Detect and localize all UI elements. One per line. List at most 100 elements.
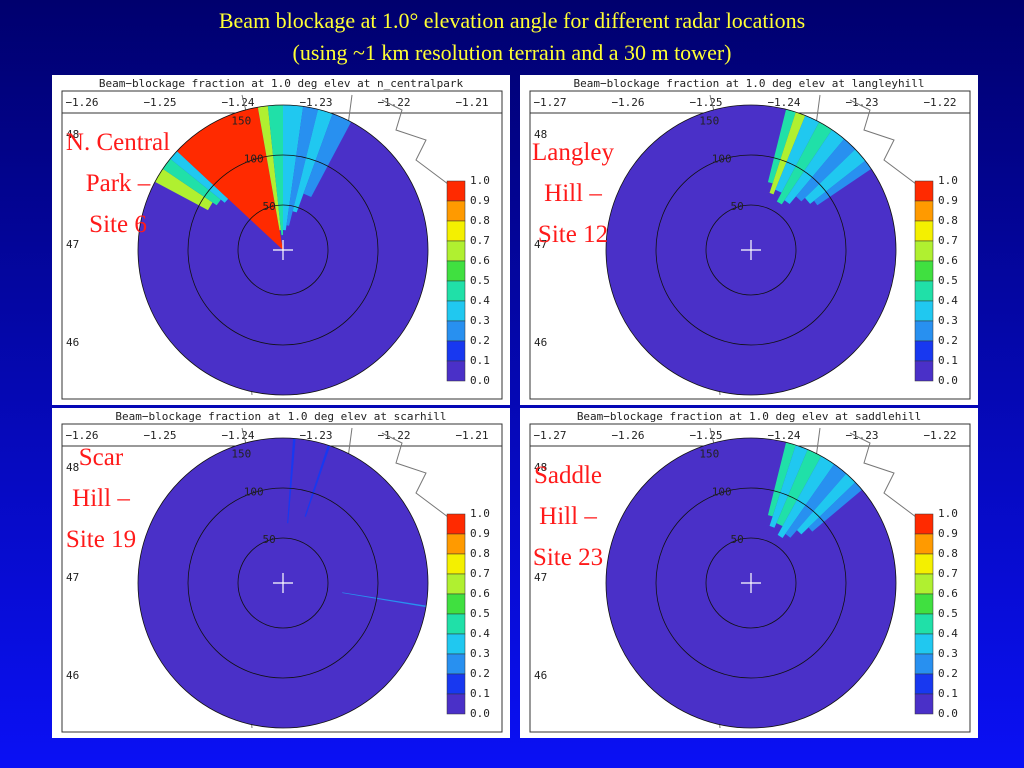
colorbar-box: [446, 613, 466, 635]
colorbar-box: [446, 220, 466, 242]
plot-title: Beam−blockage fraction at 1.0 deg elev a…: [99, 77, 464, 90]
blockage-wedge: [777, 456, 835, 538]
lat-label: 46: [66, 669, 79, 682]
lat-label: 47: [66, 238, 79, 251]
slide-subtitle: (using ~1 km resolution terrain and a 30…: [292, 40, 732, 65]
range-ring: [605, 104, 897, 396]
colorbar-label: 0.2: [470, 334, 490, 347]
map-panel: Beam−blockage fraction at 1.0 deg elev a…: [520, 408, 978, 738]
site-label-line: Hill –: [72, 485, 130, 512]
lon-label: −1.25: [689, 429, 722, 442]
colorbar-box: [446, 340, 466, 362]
range-ring: [705, 537, 797, 629]
plot-frame: [529, 423, 971, 733]
colorbar-box: [446, 300, 466, 322]
colorbar-label: 0.4: [938, 294, 958, 307]
blockage-wedge: [176, 107, 283, 250]
blockage-wedge: [257, 105, 281, 231]
colorbar-label: 0.6: [470, 587, 490, 600]
colorbar-box: [914, 693, 934, 715]
colorbar-box: [914, 573, 934, 595]
lon-label: −1.24: [767, 96, 800, 109]
blockage-wedge: [342, 592, 427, 608]
lat-label: 47: [66, 571, 79, 584]
map-panel: Beam−blockage fraction at 1.0 deg elev a…: [52, 408, 510, 738]
blockage-wedge: [776, 449, 822, 527]
colorbar-box: [446, 240, 466, 262]
colorbar-label: 0.0: [938, 707, 958, 720]
colorbar-box: [446, 260, 466, 282]
colorbar-label: 0.5: [470, 274, 490, 287]
plot-title: Beam−blockage fraction at 1.0 deg elev a…: [577, 410, 921, 423]
blockage-wedge: [303, 113, 352, 198]
site-label-line: Park –: [85, 170, 151, 197]
map-panel: Beam−blockage fraction at 1.0 deg elev a…: [520, 75, 978, 405]
range-ring: [655, 154, 847, 346]
blockage-wedge: [796, 473, 856, 535]
lon-label: −1.27: [533, 96, 566, 109]
lon-label: −1.24: [221, 96, 254, 109]
slide-title: Beam blockage at 1.0° elevation angle fo…: [218, 8, 806, 33]
colorbar-label: 0.0: [470, 707, 490, 720]
lat-label: 48: [534, 461, 547, 474]
colorbar-label: 1.0: [938, 507, 958, 520]
ring-label: 50: [730, 200, 743, 213]
colorbar-label: 0.2: [938, 334, 958, 347]
colorbar-label: 1.0: [938, 174, 958, 187]
ring-label: 50: [730, 533, 743, 546]
range-ring: [137, 437, 429, 729]
range-ring: [237, 204, 329, 296]
colorbar-label: 0.0: [938, 374, 958, 387]
colorbar-label: 0.7: [470, 567, 490, 580]
ring-label: 100: [244, 153, 264, 166]
lon-label: −1.23: [299, 429, 332, 442]
lon-label: −1.26: [65, 96, 98, 109]
colorbar-box: [446, 180, 466, 202]
colorbar-label: 0.7: [470, 234, 490, 247]
range-ring: [605, 437, 897, 729]
colorbar-box: [914, 340, 934, 362]
colorbar-label: 0.7: [938, 234, 958, 247]
colorbar-box: [914, 200, 934, 222]
lon-label: −1.21: [455, 429, 488, 442]
ring-label: 100: [712, 486, 732, 499]
blockage-wedge: [267, 105, 283, 236]
colorbar-box: [914, 360, 934, 382]
colorbar-label: 0.3: [470, 647, 490, 660]
lat-label: 46: [66, 336, 79, 349]
blockage-wedge: [154, 168, 213, 211]
colorbar-label: 0.6: [938, 254, 958, 267]
ring-label: 100: [244, 486, 264, 499]
blockage-wedge: [776, 121, 833, 205]
colorbar-box: [914, 553, 934, 575]
ring-label: 50: [262, 200, 275, 213]
range-ring: [187, 154, 379, 346]
range-ring: [237, 537, 329, 629]
blockage-wedge: [286, 106, 319, 226]
lat-label: 47: [534, 571, 547, 584]
blockage-wedge: [292, 109, 333, 213]
colorbar-box: [914, 240, 934, 262]
colorbar-label: 0.5: [470, 607, 490, 620]
colorbar-label: 0.8: [470, 547, 490, 560]
radar-site: [273, 573, 293, 593]
plot-title: Beam−blockage fraction at 1.0 deg elev a…: [574, 77, 925, 90]
blockage-wedge: [784, 129, 845, 205]
colorbar-box: [446, 533, 466, 555]
colorbar-box: [914, 260, 934, 282]
lon-label: −1.24: [767, 429, 800, 442]
map-plot: Beam−blockage fraction at 1.0 deg elev a…: [529, 410, 971, 733]
colorbar-box: [914, 533, 934, 555]
plot-frame: [529, 90, 971, 400]
blockage-wedge: [170, 151, 229, 203]
colorbar-label: 0.1: [470, 354, 490, 367]
colorbar-box: [914, 300, 934, 322]
ring-label: 50: [262, 533, 275, 546]
colorbar-label: 0.9: [470, 194, 490, 207]
site-label-line: Site 19: [65, 526, 137, 553]
colorbar-label: 0.3: [938, 647, 958, 660]
colorbar-label: 0.5: [938, 607, 958, 620]
colorbar-label: 0.3: [470, 314, 490, 327]
colorbar-label: 0.5: [938, 274, 958, 287]
colorbar-box: [914, 220, 934, 242]
